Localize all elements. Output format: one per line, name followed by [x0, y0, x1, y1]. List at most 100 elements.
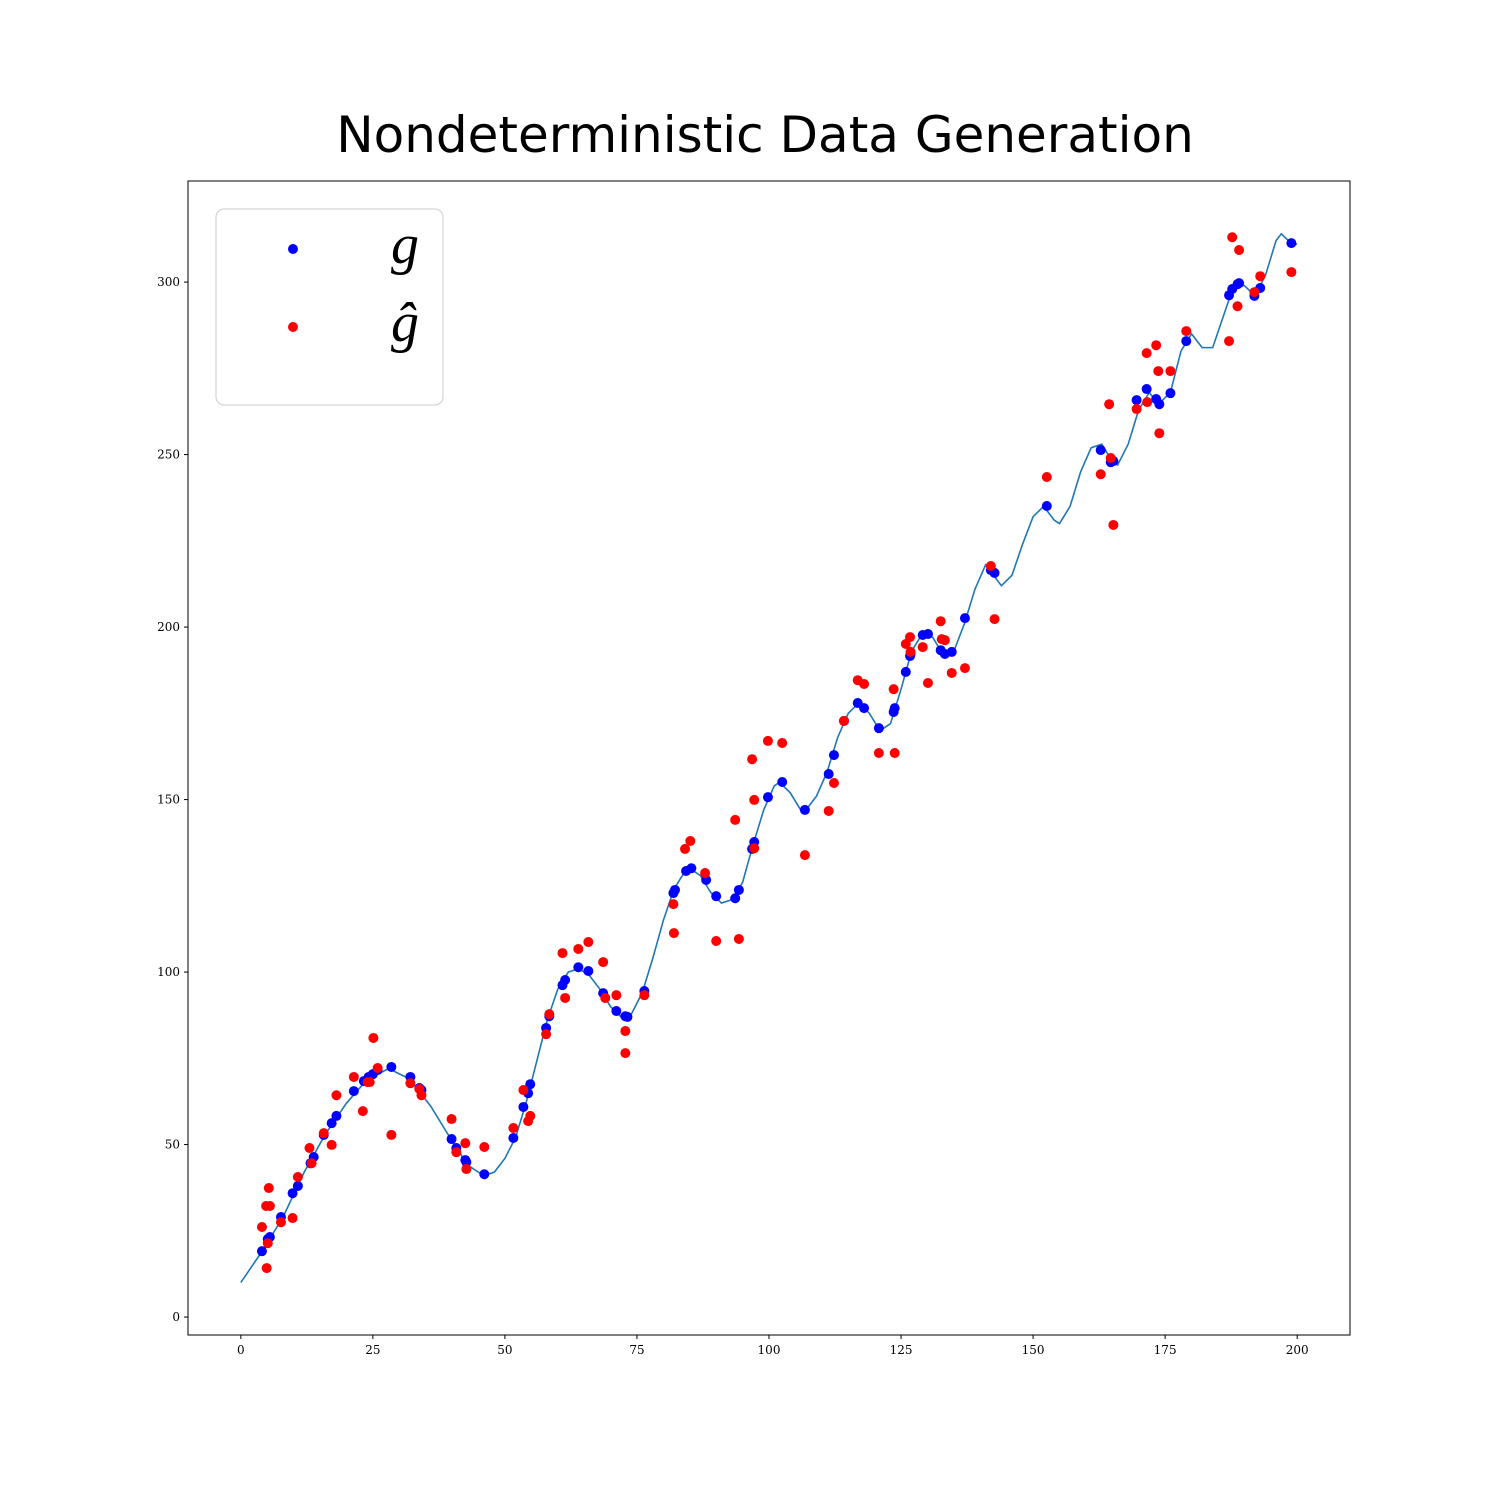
point: [905, 646, 916, 657]
point: [1141, 384, 1152, 395]
point: [386, 1061, 397, 1072]
point: [639, 990, 650, 1001]
point: [935, 616, 946, 627]
point: [451, 1147, 462, 1158]
point: [405, 1078, 416, 1089]
point: [287, 1213, 298, 1224]
point: [583, 937, 594, 948]
point: [598, 957, 609, 968]
point: [1224, 336, 1235, 347]
point: [799, 850, 810, 861]
point: [331, 1110, 342, 1121]
legend-marker: [288, 322, 298, 332]
point: [959, 613, 970, 624]
point: [461, 1164, 472, 1175]
point: [668, 899, 679, 910]
point: [959, 663, 970, 674]
line: [240, 232, 1298, 1284]
point: [1041, 472, 1052, 483]
point: [541, 1029, 552, 1040]
point: [1095, 445, 1106, 456]
point: [306, 1158, 317, 1169]
y-tick-label: 300: [157, 275, 180, 289]
point: [823, 769, 834, 780]
point: [256, 1246, 267, 1257]
point: [1104, 399, 1115, 410]
point: [573, 943, 584, 954]
point: [508, 1123, 519, 1134]
plot-area: [240, 232, 1298, 1284]
point: [828, 750, 839, 761]
point: [1141, 348, 1152, 359]
point: [828, 778, 839, 789]
point: [859, 703, 870, 714]
point: [747, 754, 758, 765]
point: [1255, 271, 1266, 282]
y-tick-label: 250: [157, 448, 180, 462]
point: [364, 1077, 375, 1088]
x-tick-label: 125: [890, 1343, 913, 1357]
point: [357, 1106, 368, 1117]
point: [518, 1101, 529, 1112]
point: [1232, 301, 1243, 312]
point: [686, 863, 697, 874]
point: [525, 1079, 536, 1090]
point: [460, 1138, 471, 1149]
point: [573, 962, 584, 973]
point: [1095, 469, 1106, 480]
y-tick-label: 200: [157, 620, 180, 634]
point: [446, 1114, 457, 1125]
point: [1131, 395, 1142, 406]
point: [1227, 232, 1238, 243]
point: [560, 975, 571, 986]
point: [922, 628, 933, 639]
point: [669, 884, 680, 895]
point: [839, 715, 850, 726]
point: [348, 1086, 359, 1097]
point: [386, 1129, 397, 1140]
point: [331, 1090, 342, 1101]
x-tick-label: 200: [1286, 1343, 1309, 1357]
point: [416, 1090, 427, 1101]
point: [275, 1217, 286, 1228]
point: [889, 703, 900, 714]
point: [544, 1009, 555, 1020]
point: [946, 667, 957, 678]
point: [733, 933, 744, 944]
point: [1154, 399, 1165, 410]
point: [1153, 366, 1164, 377]
point: [1234, 244, 1245, 255]
point: [446, 1134, 457, 1145]
point: [600, 992, 611, 1003]
point: [525, 1110, 536, 1121]
point: [263, 1183, 274, 1194]
legend-label: g: [391, 214, 419, 276]
point: [733, 884, 744, 895]
point: [304, 1143, 315, 1154]
point: [905, 632, 916, 643]
point: [622, 1011, 633, 1022]
point: [749, 794, 760, 805]
x-tick-label: 0: [237, 1343, 245, 1357]
legend: gĝ: [215, 208, 444, 406]
point: [292, 1180, 303, 1191]
point: [611, 1006, 622, 1017]
point: [1165, 388, 1176, 399]
point: [711, 891, 722, 902]
point: [348, 1071, 359, 1082]
y-tick-label: 100: [157, 965, 180, 979]
point: [1131, 404, 1142, 415]
legend-label: ĝ: [391, 292, 419, 354]
point: [318, 1128, 329, 1139]
point: [859, 678, 870, 689]
point: [749, 843, 760, 854]
point: [326, 1118, 337, 1129]
point: [985, 561, 996, 572]
point: [560, 992, 571, 1003]
point: [583, 966, 594, 977]
point: [264, 1200, 275, 1211]
x-tick-label: 175: [1154, 1343, 1177, 1357]
point: [799, 804, 810, 815]
point: [1165, 366, 1176, 377]
point: [900, 666, 911, 677]
